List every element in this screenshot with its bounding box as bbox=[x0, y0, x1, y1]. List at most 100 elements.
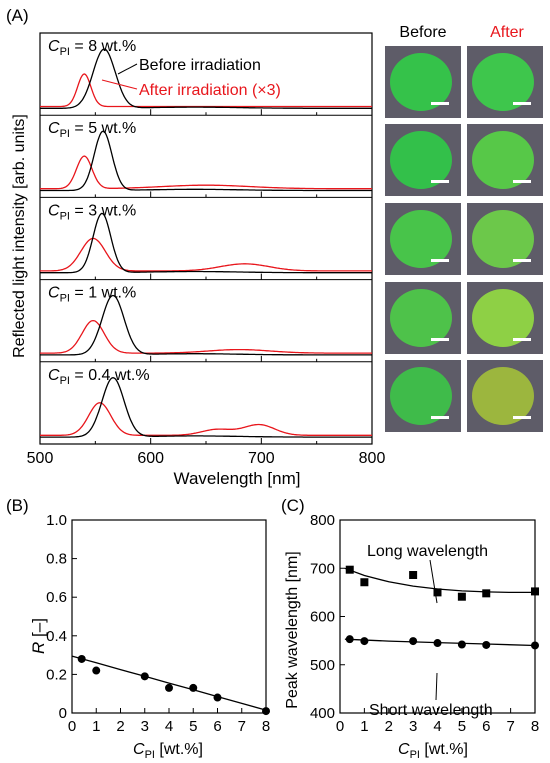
ratio-x-tick-label: 4 bbox=[165, 718, 173, 735]
short-wavelength-point bbox=[409, 637, 418, 646]
scale-bar bbox=[431, 102, 449, 105]
short-wavelength-point bbox=[345, 635, 354, 644]
concentration-sub: PI bbox=[60, 375, 70, 387]
concentration-label: CPI = 5 wt.% bbox=[48, 120, 136, 140]
short-wavelength-point bbox=[433, 639, 442, 648]
peak-x-tick-label: 3 bbox=[409, 718, 417, 735]
ratio-y-axis-symbol: R bbox=[29, 642, 48, 654]
legend-before-leader bbox=[117, 63, 138, 75]
spectra-x-tick-label: 700 bbox=[248, 450, 275, 467]
photo-sample-disc bbox=[472, 367, 534, 425]
photo-grid: Before After bbox=[385, 24, 543, 432]
scale-bar bbox=[513, 416, 531, 419]
concentration-label: CPI = 0.4 wt.% bbox=[48, 367, 150, 387]
peak-x-tick-label: 4 bbox=[433, 718, 441, 735]
ratio-x-tick-label: 1 bbox=[92, 718, 100, 735]
panel-label-b: (B) bbox=[6, 496, 29, 515]
photo-header-before: Before bbox=[399, 24, 446, 41]
ratio-x-tick-label: 2 bbox=[116, 718, 124, 735]
scale-bar bbox=[431, 180, 449, 183]
ratio-x-tick-label: 3 bbox=[141, 718, 149, 735]
spectra-panel: Reflected light intensity [arb. units] W… bbox=[11, 32, 385, 488]
peak-x-axis-sub: PI bbox=[410, 749, 420, 761]
peak-x-axis-label: CPI [wt.%] bbox=[398, 741, 468, 761]
spectra-x-tick-label: 500 bbox=[27, 450, 54, 467]
concentration-label: CPI = 8 wt.% bbox=[48, 38, 136, 58]
before-series-line bbox=[40, 48, 372, 109]
long-wavelength-point bbox=[433, 588, 442, 597]
concentration-value: = 3 wt.% bbox=[70, 202, 136, 219]
ratio-y-tick-label: 0.2 bbox=[46, 666, 67, 683]
ratio-data-point bbox=[92, 666, 101, 675]
ratio-chart: R [–] CPI [wt.%] 0 1 2 3 4 5 6 7 800.20.40.60.81… bbox=[29, 512, 270, 761]
series-label-short: Short wavelength bbox=[369, 702, 493, 719]
ratio-fit-line bbox=[71, 655, 267, 711]
scale-bar bbox=[431, 416, 449, 419]
after-series-line bbox=[40, 73, 372, 108]
panel-label-c: (C) bbox=[281, 496, 305, 515]
ratio-x-tick-label: 5 bbox=[189, 718, 197, 735]
long-wavelength-point bbox=[360, 578, 369, 587]
long-wavelength-point bbox=[457, 592, 466, 601]
photo-sample-disc bbox=[390, 367, 452, 425]
concentration-sub: PI bbox=[60, 128, 70, 140]
peak-y-tick-label: 800 bbox=[310, 512, 335, 529]
peak-x-tick-label: 8 bbox=[531, 718, 539, 735]
concentration-symbol: C bbox=[48, 202, 60, 219]
ratio-x-tick-label: 8 bbox=[262, 718, 270, 735]
ratio-data-point bbox=[165, 683, 173, 692]
scale-bar bbox=[513, 338, 531, 341]
ratio-x-axis-label: CPI [wt.%] bbox=[133, 741, 203, 761]
photo-sample-disc bbox=[472, 210, 534, 268]
ratio-data-point bbox=[189, 683, 198, 692]
series-label-long: Long wavelength bbox=[367, 543, 488, 560]
concentration-label: CPI = 1 wt.% bbox=[48, 285, 136, 305]
peak-x-tick-label: 7 bbox=[506, 718, 514, 735]
concentration-symbol: C bbox=[48, 285, 60, 302]
peak-x-tick-label: 1 bbox=[360, 718, 368, 735]
photo-sample-disc bbox=[472, 289, 534, 347]
after-series-line bbox=[40, 319, 372, 354]
peak-y-tick-label: 700 bbox=[310, 560, 335, 577]
ratio-x-axis-symbol: C bbox=[133, 741, 145, 758]
long-wavelength-point bbox=[531, 587, 539, 596]
ratio-y-tick-label: 0 bbox=[59, 705, 67, 722]
ratio-y-tick-label: 1.0 bbox=[46, 512, 67, 529]
photo-sample-disc bbox=[472, 53, 534, 111]
ratio-data-point bbox=[262, 707, 270, 716]
before-series-line bbox=[40, 294, 372, 356]
concentration-sub: PI bbox=[60, 210, 70, 222]
short-wavelength-point bbox=[360, 637, 369, 646]
concentration-symbol: C bbox=[48, 120, 60, 137]
concentration-label: CPI = 3 wt.% bbox=[48, 202, 136, 222]
before-series-line bbox=[40, 130, 372, 192]
scale-bar bbox=[431, 259, 449, 262]
legend-before: Before irradiation bbox=[139, 57, 261, 74]
after-series-line bbox=[40, 237, 372, 272]
ratio-y-tick-label: 0.8 bbox=[46, 551, 67, 568]
spectra-x-tick-label: 600 bbox=[137, 450, 164, 467]
peak-x-tick-label: 5 bbox=[458, 718, 466, 735]
panel-label-a: (A) bbox=[6, 6, 29, 25]
ratio-y-tick-label: 0.4 bbox=[46, 628, 67, 645]
ratio-x-tick-label: 0 bbox=[68, 718, 76, 735]
peak-x-tick-label: 0 bbox=[336, 718, 344, 735]
photo-sample-disc bbox=[390, 289, 452, 347]
peak-x-tick-label: 6 bbox=[482, 718, 490, 735]
scale-bar bbox=[513, 102, 531, 105]
legend-after: After irradiation (×3) bbox=[139, 82, 281, 99]
after-series-line bbox=[40, 155, 372, 190]
spectra-y-axis-label: Reflected light intensity [arb. units] bbox=[11, 114, 28, 358]
concentration-value: = 1 wt.% bbox=[70, 285, 136, 302]
peak-y-tick-label: 600 bbox=[310, 609, 335, 626]
concentration-value: = 5 wt.% bbox=[70, 120, 136, 137]
ratio-y-axis-label: R [–] bbox=[29, 618, 48, 654]
peak-x-axis-unit: [wt.%] bbox=[420, 741, 468, 758]
photo-header-after: After bbox=[490, 24, 524, 41]
concentration-sub: PI bbox=[60, 46, 70, 58]
concentration-symbol: C bbox=[48, 38, 60, 55]
before-series-line bbox=[40, 377, 372, 438]
photo-sample-disc bbox=[390, 210, 452, 268]
legend-after-leader bbox=[101, 79, 138, 90]
